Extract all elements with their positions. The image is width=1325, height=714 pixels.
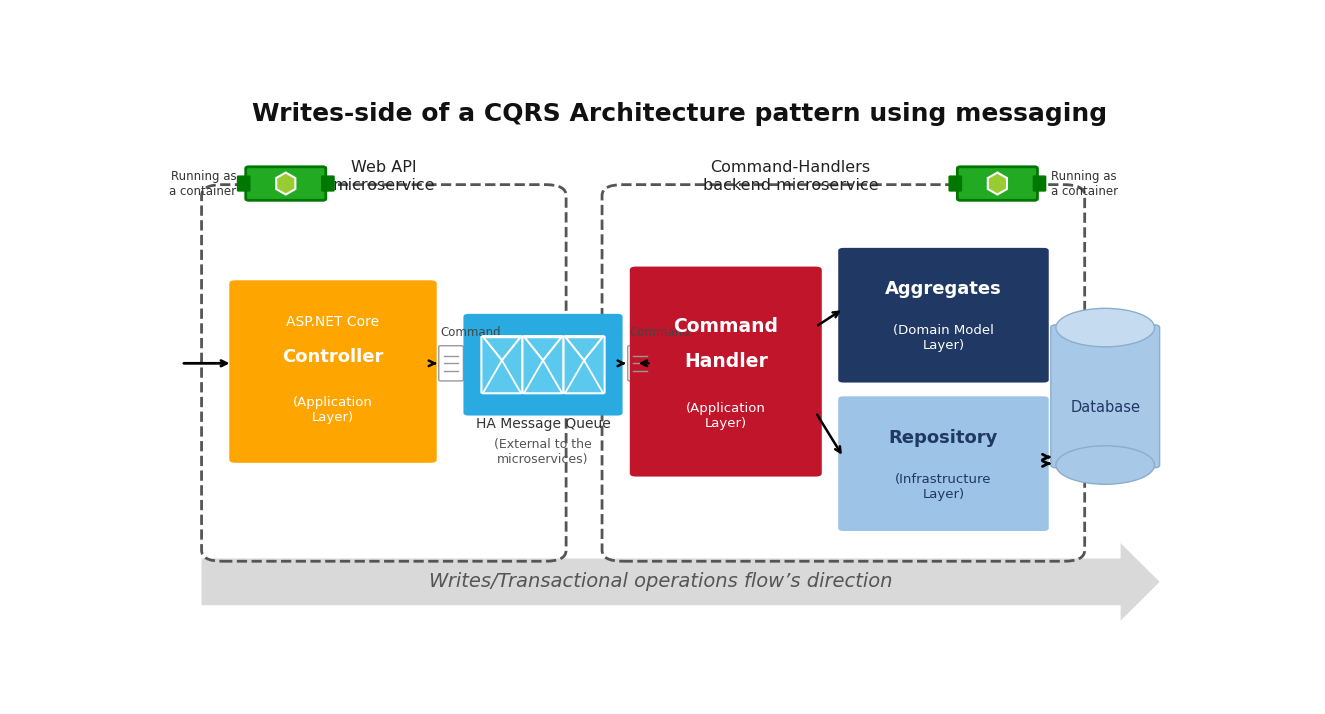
FancyBboxPatch shape [563,336,604,393]
Text: ASP.NET Core: ASP.NET Core [286,316,379,329]
FancyBboxPatch shape [237,176,250,191]
Text: Writes-side of a CQRS Architecture pattern using messaging: Writes-side of a CQRS Architecture patte… [252,102,1106,126]
FancyBboxPatch shape [839,396,1049,531]
Text: Aggregates: Aggregates [885,281,1002,298]
Text: Command: Command [441,326,501,338]
Text: Command: Command [673,317,778,336]
Text: Database: Database [1071,400,1141,415]
Polygon shape [566,337,603,361]
FancyBboxPatch shape [439,346,464,381]
Text: (Application
Layer): (Application Layer) [293,396,372,424]
Text: Command-Handlers
backend microservice: Command-Handlers backend microservice [702,161,878,193]
FancyBboxPatch shape [628,346,652,381]
FancyBboxPatch shape [481,336,522,393]
FancyBboxPatch shape [839,248,1049,383]
FancyBboxPatch shape [229,281,437,463]
FancyBboxPatch shape [1034,176,1045,191]
Text: Running as
a container: Running as a container [170,169,236,198]
FancyBboxPatch shape [245,167,326,201]
FancyBboxPatch shape [322,176,334,191]
FancyBboxPatch shape [958,167,1037,201]
Text: HA Message Queue: HA Message Queue [476,417,611,431]
Text: Writes/Transactional operations flow’s direction: Writes/Transactional operations flow’s d… [429,573,893,591]
Text: Web API
microservice: Web API microservice [333,161,435,193]
Polygon shape [201,543,1159,620]
Text: Repository: Repository [889,429,998,447]
Text: (Infrastructure
Layer): (Infrastructure Layer) [896,473,991,501]
Text: Controller: Controller [282,348,384,366]
Text: (Domain Model
Layer): (Domain Model Layer) [893,324,994,353]
Text: Command: Command [629,326,690,338]
Text: Handler: Handler [684,352,767,371]
FancyBboxPatch shape [522,336,563,393]
Ellipse shape [1056,446,1154,484]
Polygon shape [276,173,295,194]
Polygon shape [525,337,562,361]
FancyBboxPatch shape [629,266,822,476]
Polygon shape [988,173,1007,194]
FancyBboxPatch shape [1051,325,1159,468]
Text: (Application
Layer): (Application Layer) [686,402,766,431]
Ellipse shape [1056,308,1154,347]
Polygon shape [484,337,521,361]
Text: Running as
a container: Running as a container [1051,169,1118,198]
FancyBboxPatch shape [464,314,623,416]
Text: (External to the
microservices): (External to the microservices) [494,438,592,466]
FancyBboxPatch shape [949,176,962,191]
